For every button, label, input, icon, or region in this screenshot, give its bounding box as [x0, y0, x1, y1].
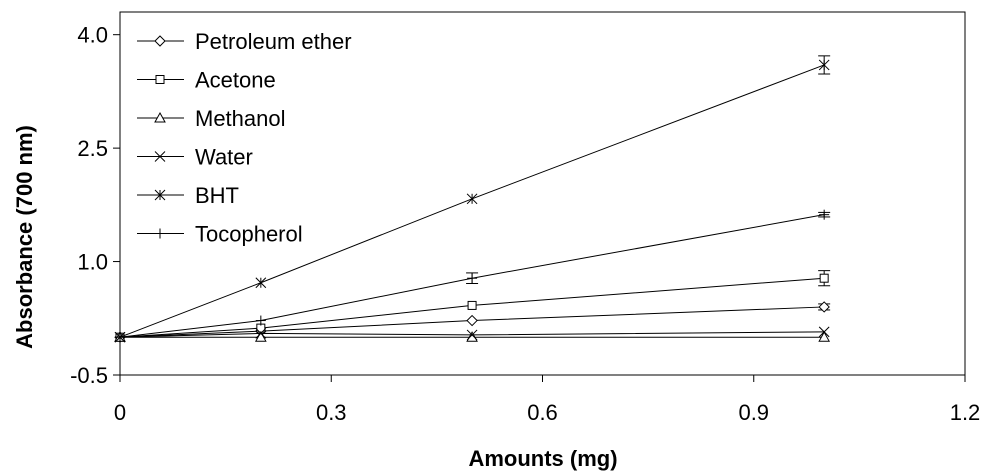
diamond-marker	[466, 314, 478, 327]
legend-label: Petroleum ether	[195, 29, 352, 54]
triangle-marker	[818, 331, 831, 342]
legend-item: Acetone	[137, 68, 276, 93]
y-tick-label: 1.0	[77, 250, 108, 275]
plus-marker	[467, 273, 478, 284]
x-marker	[466, 329, 478, 341]
x-tick-label: 0.9	[738, 400, 769, 425]
legend-label: Methanol	[195, 106, 286, 131]
series-acetone	[115, 270, 831, 342]
x-tick-label: 0	[114, 400, 126, 425]
triangle-marker	[466, 331, 478, 342]
plus-marker	[255, 315, 266, 326]
x-marker	[255, 328, 267, 339]
square-marker	[467, 300, 477, 310]
square-marker	[819, 273, 829, 283]
series-tocopherol	[115, 209, 831, 343]
series-methanol	[114, 331, 831, 342]
plot-frame	[119, 11, 966, 376]
x-tick-label: 0.3	[316, 400, 347, 425]
y-tick-label: 2.5	[77, 136, 108, 161]
legend-item: Tocopherol	[137, 222, 303, 247]
diamond-marker	[818, 301, 830, 313]
plus-marker	[155, 228, 165, 239]
series-line	[119, 64, 825, 338]
series-line	[119, 331, 825, 338]
legend-label: Acetone	[195, 68, 276, 93]
y-tick-label: 4.0	[77, 23, 108, 48]
series-line	[119, 306, 825, 338]
plus-marker	[115, 332, 125, 343]
y-axis-title: Absorbance (700 nm)	[12, 125, 37, 349]
y-tick-label: -0.5	[70, 363, 108, 388]
asterisk-marker	[818, 59, 830, 71]
legend-item: Petroleum ether	[137, 29, 352, 54]
legend-item: Methanol	[137, 106, 286, 131]
legend-label: Tocopherol	[195, 222, 303, 247]
series-line	[119, 214, 825, 338]
x-axis-title: Amounts (mg)	[468, 446, 617, 471]
legend-item: BHT	[137, 183, 239, 208]
legend-label: Water	[195, 145, 253, 170]
triangle-marker	[254, 331, 267, 342]
legend-label: BHT	[195, 183, 239, 208]
x-tick-label: 1.2	[950, 400, 981, 425]
triangle-marker	[154, 111, 166, 123]
x-marker	[154, 151, 166, 162]
diamond-marker	[154, 35, 166, 47]
square-marker	[155, 75, 165, 84]
x-marker	[818, 326, 830, 338]
asterisk-marker	[255, 277, 267, 289]
plus-marker	[819, 209, 830, 220]
legend-item: Water	[137, 145, 253, 170]
series-line	[119, 277, 825, 338]
asterisk-marker	[466, 193, 478, 205]
asterisk-marker	[154, 189, 166, 201]
x-tick-label: 0.6	[527, 400, 558, 425]
